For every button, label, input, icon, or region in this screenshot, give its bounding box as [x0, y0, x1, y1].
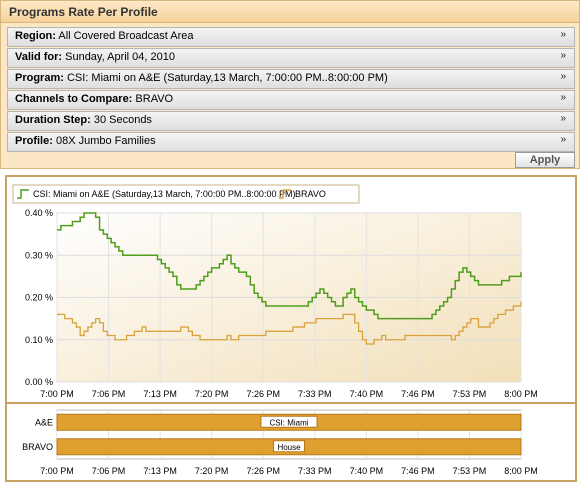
x-tick-label: 7:53 PM	[453, 389, 487, 399]
legend-label-series1: CSI: Miami on A&E (Saturday,13 March, 7:…	[33, 189, 295, 199]
x-tick-label: 7:46 PM	[401, 389, 435, 399]
x-tick-label: 7:40 PM	[350, 389, 384, 399]
rating-chart: CSI: Miami on A&E (Saturday,13 March, 7:…	[7, 184, 575, 476]
series-line-bravo	[57, 301, 522, 345]
filter-profile-label: Profile:	[15, 135, 53, 147]
timeline-bar-label: House	[277, 443, 301, 452]
filter-region-label: Region:	[15, 30, 56, 42]
timeline-x-tick-label: 7:33 PM	[298, 466, 332, 476]
timeline-bar-label: CSI: Miami	[269, 418, 308, 427]
legend	[12, 184, 360, 204]
filter-panel: Programs Rate Per Profile Region: All Co…	[0, 0, 580, 169]
filter-valid-for-value: Sunday, April 04, 2010	[62, 51, 175, 63]
timeline-x-tick-label: 7:46 PM	[401, 466, 435, 476]
y-tick-label: 0.10 %	[25, 335, 53, 345]
x-tick-label: 7:00 PM	[40, 389, 74, 399]
timeline-x-tick-label: 7:53 PM	[453, 466, 487, 476]
filter-channels[interactable]: Channels to Compare: BRAVO »	[7, 90, 575, 110]
x-tick-label: 7:20 PM	[195, 389, 229, 399]
y-tick-label: 0.40 %	[25, 208, 53, 218]
filter-profile-value: 08X Jumbo Families	[52, 135, 156, 147]
legend-label-series2: BRAVO	[295, 189, 326, 199]
timeline-x-tick-label: 7:20 PM	[195, 466, 229, 476]
expand-icon[interactable]: »	[560, 113, 566, 124]
expand-icon[interactable]: »	[560, 134, 566, 145]
expand-icon[interactable]: »	[560, 50, 566, 61]
filter-duration-step[interactable]: Duration Step: 30 Seconds »	[7, 111, 575, 131]
timeline-x-tick-label: 7:13 PM	[143, 466, 177, 476]
timeline-x-tick-label: 7:06 PM	[92, 466, 126, 476]
timeline-x-tick-label: 7:26 PM	[246, 466, 280, 476]
expand-icon[interactable]: »	[560, 29, 566, 40]
timeline-bar-label-box	[273, 440, 305, 453]
timeline-x-tick-label: 8:00 PM	[504, 466, 538, 476]
timeline-category-label: BRAVO	[22, 442, 53, 452]
filter-program-label: Program:	[15, 72, 64, 84]
x-tick-label: 7:13 PM	[143, 389, 177, 399]
y-tick-label: 0.30 %	[25, 250, 53, 260]
filter-valid-for-label: Valid for:	[15, 51, 63, 63]
filter-valid-for[interactable]: Valid for: Sunday, April 04, 2010 »	[7, 48, 575, 68]
apply-button[interactable]: Apply	[515, 152, 575, 168]
filter-program-value: CSI: Miami on A&E (Saturday,13 March, 7:…	[63, 72, 388, 84]
filter-channels-label: Channels to Compare:	[15, 93, 133, 105]
filter-profile[interactable]: Profile: 08X Jumbo Families »	[7, 132, 575, 152]
x-tick-label: 7:26 PM	[246, 389, 280, 399]
filter-region[interactable]: Region: All Covered Broadcast Area »	[7, 27, 575, 47]
legend-swatch-series1	[17, 189, 29, 199]
expand-icon[interactable]: »	[560, 92, 566, 103]
x-tick-label: 7:33 PM	[298, 389, 332, 399]
timeline-x-tick-label: 7:40 PM	[350, 466, 384, 476]
series-line-csi-miami	[57, 212, 522, 320]
panel-title: Programs Rate Per Profile	[9, 5, 158, 19]
x-tick-label: 7:06 PM	[92, 389, 126, 399]
timeline-x-tick-label: 7:00 PM	[40, 466, 74, 476]
filter-channels-value: BRAVO	[132, 93, 174, 105]
timeline-bar-label-box	[260, 415, 318, 428]
chart-frame: CSI: Miami on A&E (Saturday,13 March, 7:…	[5, 175, 577, 482]
filter-duration-step-label: Duration Step:	[15, 114, 91, 126]
filter-program[interactable]: Program: CSI: Miami on A&E (Saturday,13 …	[7, 69, 575, 89]
expand-icon[interactable]: »	[560, 71, 566, 82]
filter-region-value: All Covered Broadcast Area	[55, 30, 194, 42]
panel-header: Programs Rate Per Profile	[1, 1, 579, 23]
x-tick-label: 8:00 PM	[504, 389, 538, 399]
filter-duration-step-value: 30 Seconds	[90, 114, 152, 126]
y-tick-label: 0.00 %	[25, 377, 53, 387]
y-tick-label: 0.20 %	[25, 293, 53, 303]
timeline-category-label: A&E	[35, 417, 53, 427]
legend-swatch-series2	[279, 189, 291, 199]
